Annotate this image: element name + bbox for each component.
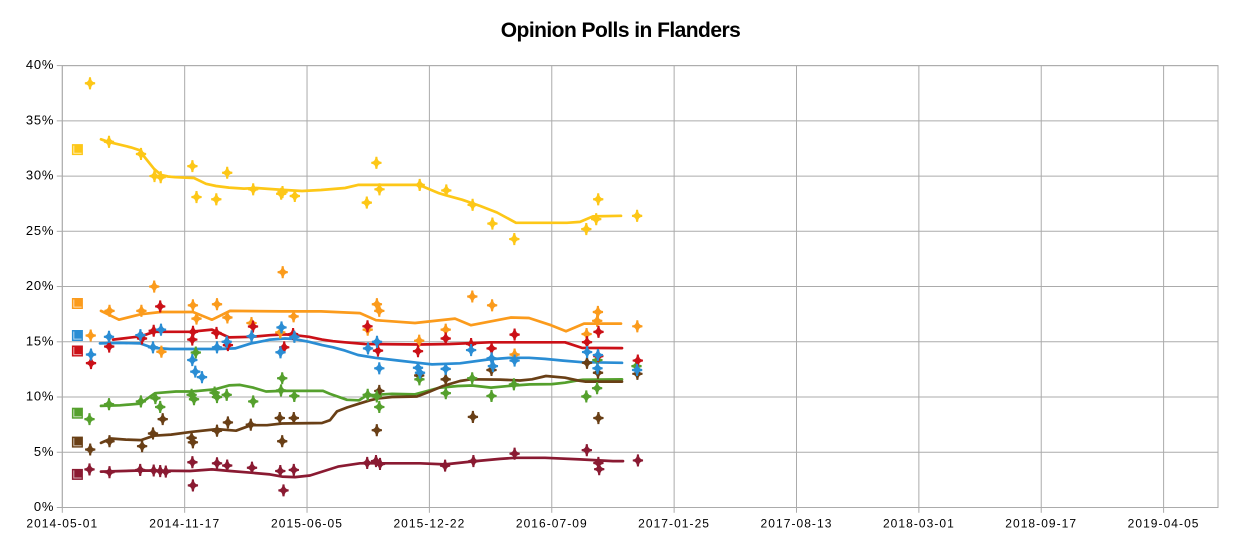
svg-text:30%: 30% [26, 168, 54, 183]
svg-text:5%: 5% [34, 444, 54, 459]
svg-text:35%: 35% [26, 112, 54, 127]
svg-text:2019-04-05: 2019-04-05 [1128, 516, 1200, 530]
svg-text:2015-06-05: 2015-06-05 [271, 516, 343, 530]
svg-text:2014-05-01: 2014-05-01 [26, 516, 98, 530]
svg-text:2016-07-09: 2016-07-09 [516, 516, 588, 530]
svg-text:2017-08-13: 2017-08-13 [761, 516, 833, 530]
svg-text:2018-03-01: 2018-03-01 [883, 516, 955, 530]
svg-text:Opinion Polls in Flanders: Opinion Polls in Flanders [501, 19, 740, 42]
svg-text:15%: 15% [26, 333, 54, 348]
svg-text:10%: 10% [26, 389, 54, 404]
svg-text:2015-12-22: 2015-12-22 [393, 516, 465, 530]
svg-text:20%: 20% [26, 278, 54, 293]
svg-text:40%: 40% [26, 57, 54, 72]
svg-text:0%: 0% [34, 499, 54, 514]
svg-text:2018-09-17: 2018-09-17 [1005, 516, 1077, 530]
svg-text:2014-11-17: 2014-11-17 [149, 516, 220, 530]
svg-text:2017-01-25: 2017-01-25 [638, 516, 710, 530]
svg-text:25%: 25% [26, 223, 54, 238]
